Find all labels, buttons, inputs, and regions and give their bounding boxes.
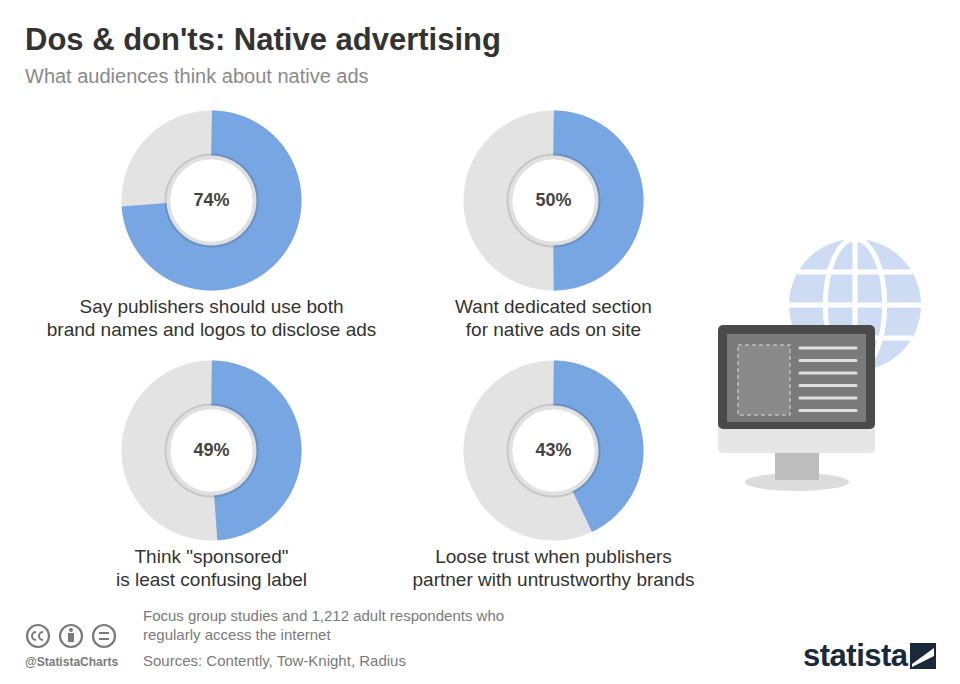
html-text:What audiences think about nat: What audiences think about native ads bbox=[25, 65, 369, 87]
svg-text:Say publishers should use both: Say publishers should use bothbrand name… bbox=[47, 296, 377, 340]
svg-text:50%: 50% bbox=[535, 190, 571, 210]
svg-text:43%: 43% bbox=[535, 440, 571, 460]
svg-text:Want dedicated sectionfor nati: Want dedicated sectionfor native ads on … bbox=[455, 296, 652, 340]
html-text:Dos & don'ts: Native advertisi: Dos & don'ts: Native advertising bbox=[25, 22, 501, 57]
html-text:@StatistaCharts: @StatistaCharts bbox=[25, 655, 119, 669]
svg-text:Think "sponsored"is least conf: Think "sponsored"is least confusing labe… bbox=[116, 546, 307, 590]
svg-text:Loose trust when publisherspar: Loose trust when publisherspartner with … bbox=[413, 546, 695, 590]
svg-text:49%: 49% bbox=[193, 440, 229, 460]
html-text:statista: statista bbox=[803, 638, 908, 673]
html-text:Focus group studies and 1,212: Focus group studies and 1,212 adult resp… bbox=[143, 607, 505, 643]
svg-text:74%: 74% bbox=[193, 190, 229, 210]
html-text:Sources: Contently, Tow-Knight: Sources: Contently, Tow-Knight, Radius bbox=[143, 652, 406, 669]
